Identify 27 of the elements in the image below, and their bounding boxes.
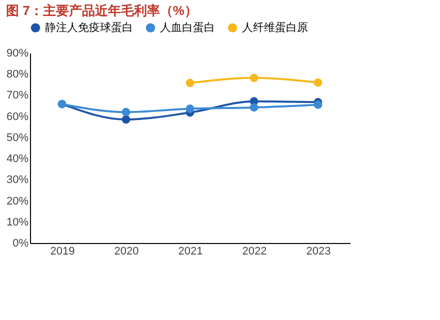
point <box>314 100 322 109</box>
x-tick-label: 2020 <box>114 246 139 258</box>
point <box>122 115 130 124</box>
y-tick-label: 40% <box>6 153 29 166</box>
x-tick-label: 2019 <box>50 246 75 258</box>
point <box>186 104 194 113</box>
legend-label: 人血白蛋白 <box>160 22 215 34</box>
legend-label: 人纤维蛋白原 <box>242 20 308 34</box>
point <box>186 78 194 88</box>
y-tick-label: 80% <box>6 68 29 81</box>
point <box>314 78 322 87</box>
y-tick-label: 90% <box>6 48 29 60</box>
x-tick-label: 2023 <box>306 246 331 258</box>
legend-label: 静注人免疫球蛋白 <box>45 20 133 34</box>
y-tick-label: 50% <box>6 132 29 144</box>
y-tick-label: 0% <box>12 238 29 250</box>
x-tick-label: 2022 <box>242 246 267 258</box>
x-tick-label: 2021 <box>178 246 203 258</box>
y-tick-label: 60% <box>6 110 29 123</box>
y-tick-label: 20% <box>6 195 29 208</box>
point <box>250 74 258 82</box>
y-tick-label: 30% <box>6 174 29 186</box>
chart-title: 图 7：主要产品近年毛利率（%） <box>6 3 198 18</box>
point <box>122 108 130 116</box>
y-tick-label: 10% <box>6 216 29 228</box>
y-tick-label: 70% <box>6 90 29 102</box>
point <box>250 103 258 112</box>
